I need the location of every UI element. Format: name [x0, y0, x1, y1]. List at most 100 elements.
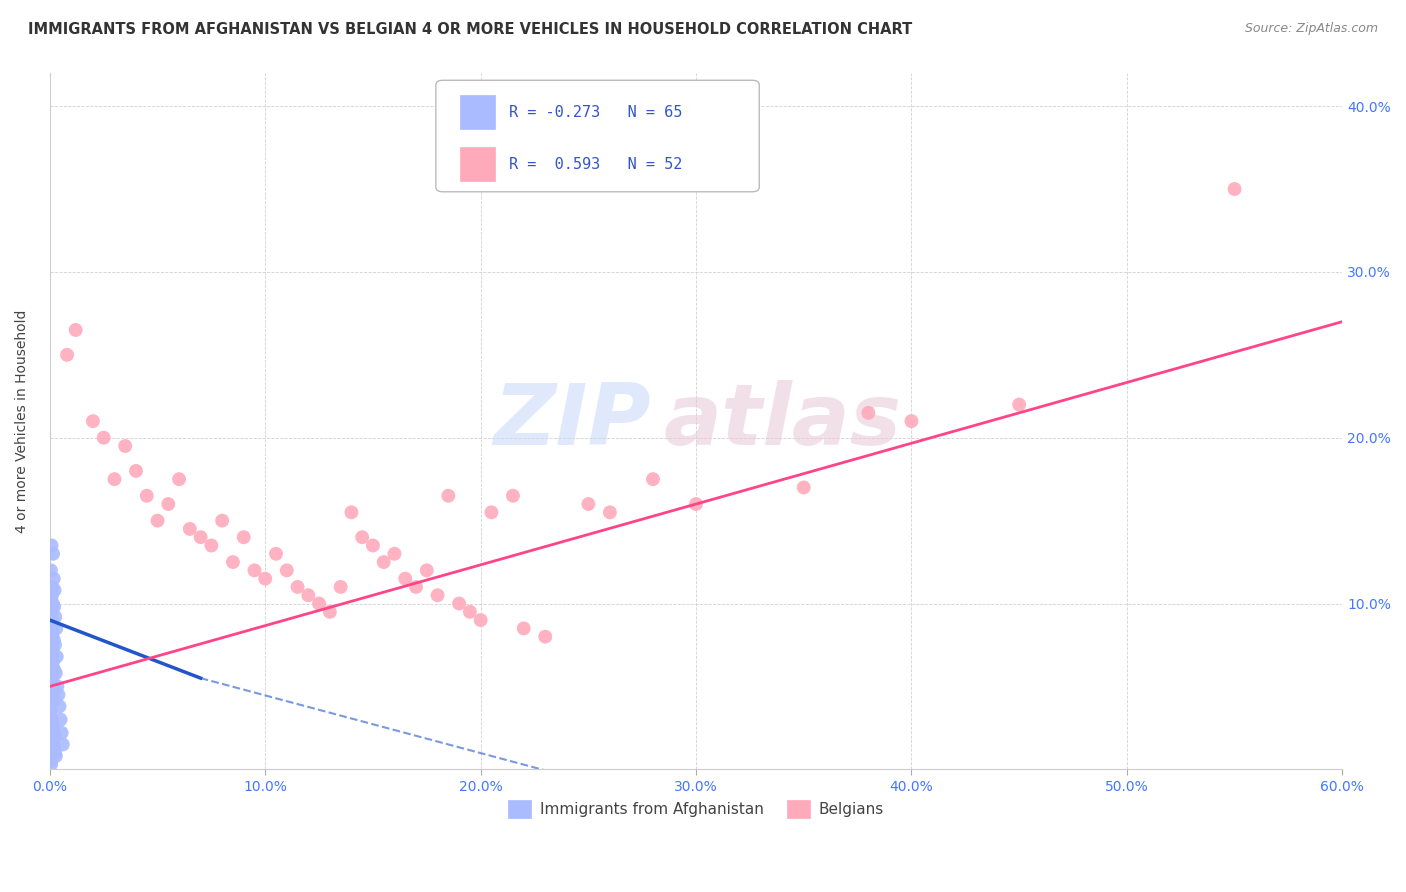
Point	[41, 726, 63, 740]
Point	[41, 646, 63, 660]
Point	[42, 682, 65, 697]
Point	[46, 680, 69, 694]
Point	[45, 666, 67, 681]
Point	[45, 649, 67, 664]
Point	[39, 599, 62, 614]
Point	[167, 472, 190, 486]
Point	[329, 580, 352, 594]
Point	[1008, 398, 1031, 412]
Point	[232, 530, 254, 544]
Point	[200, 539, 222, 553]
Point	[39, 696, 62, 710]
Point	[42, 726, 65, 740]
Point	[39, 704, 62, 718]
Point	[41, 630, 63, 644]
Point	[82, 414, 104, 428]
Point	[42, 655, 65, 669]
Text: IMMIGRANTS FROM AFGHANISTAN VS BELGIAN 4 OR MORE VEHICLES IN HOUSEHOLD CORRELATI: IMMIGRANTS FROM AFGHANISTAN VS BELGIAN 4…	[28, 22, 912, 37]
Point	[44, 692, 66, 706]
Point	[481, 505, 503, 519]
Point	[39, 709, 62, 723]
Point	[146, 514, 169, 528]
Point	[125, 464, 148, 478]
Point	[437, 489, 460, 503]
Point	[39, 638, 62, 652]
Point	[426, 588, 449, 602]
Point	[900, 414, 922, 428]
Point	[41, 671, 63, 685]
Point	[352, 530, 374, 544]
Point	[45, 749, 67, 764]
Point	[405, 580, 427, 594]
Point	[416, 563, 439, 577]
Point	[45, 621, 67, 635]
Point	[42, 721, 65, 735]
Point	[243, 563, 266, 577]
Point	[179, 522, 201, 536]
Text: Source: ZipAtlas.com: Source: ZipAtlas.com	[1244, 22, 1378, 36]
Point	[44, 663, 66, 677]
Point	[340, 505, 363, 519]
Point	[48, 688, 70, 702]
Point	[576, 497, 599, 511]
Point	[39, 563, 62, 577]
Point	[39, 757, 62, 772]
Point	[39, 613, 62, 627]
Point	[41, 630, 63, 644]
Point	[685, 497, 707, 511]
Point	[56, 348, 79, 362]
Point	[42, 616, 65, 631]
Point	[534, 630, 557, 644]
Point	[458, 605, 481, 619]
Point	[641, 472, 664, 486]
Point	[41, 713, 63, 727]
Point	[42, 597, 65, 611]
Text: R =  0.593   N = 52: R = 0.593 N = 52	[509, 157, 682, 171]
Legend: Immigrants from Afghanistan, Belgians: Immigrants from Afghanistan, Belgians	[502, 794, 890, 824]
Point	[41, 626, 63, 640]
Point	[41, 680, 63, 694]
Point	[44, 746, 66, 760]
Point	[42, 738, 65, 752]
Point	[41, 580, 63, 594]
Point	[39, 746, 62, 760]
Point	[39, 738, 62, 752]
Point	[44, 742, 66, 756]
Point	[264, 547, 287, 561]
Point	[157, 497, 180, 511]
Point	[42, 688, 65, 702]
Point	[42, 572, 65, 586]
Point	[93, 431, 115, 445]
Point	[297, 588, 319, 602]
Point	[39, 593, 62, 607]
Point	[39, 621, 62, 635]
Point	[44, 609, 66, 624]
Point	[384, 547, 406, 561]
Point	[114, 439, 136, 453]
Point	[48, 699, 70, 714]
Point	[470, 613, 492, 627]
Point	[39, 646, 62, 660]
Point	[41, 643, 63, 657]
Point	[135, 489, 157, 503]
Point	[858, 406, 880, 420]
Point	[39, 676, 62, 690]
Point	[65, 323, 87, 337]
Point	[502, 489, 524, 503]
Point	[39, 754, 62, 768]
Point	[361, 539, 384, 553]
Point	[599, 505, 621, 519]
Point	[254, 572, 277, 586]
Text: R = -0.273   N = 65: R = -0.273 N = 65	[509, 105, 682, 120]
Point	[373, 555, 395, 569]
Point	[44, 599, 66, 614]
Point	[308, 597, 330, 611]
Point	[793, 480, 815, 494]
Point	[42, 632, 65, 647]
Point	[41, 588, 63, 602]
Point	[190, 530, 212, 544]
Point	[44, 638, 66, 652]
Point	[44, 729, 66, 743]
Point	[41, 732, 63, 747]
Point	[41, 659, 63, 673]
